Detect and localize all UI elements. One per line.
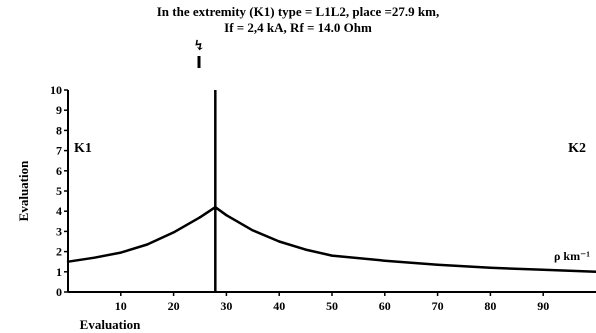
series-point <box>304 248 307 251</box>
series-point <box>146 243 149 246</box>
x-tick-label: 40 <box>273 299 285 313</box>
series-line <box>67 205 596 274</box>
series-layer <box>66 205 596 274</box>
chart-title-line-1: In the extremity (K1) type = L1L2, place… <box>156 4 440 19</box>
y-tick-label: 9 <box>56 103 62 117</box>
y-tick-label: 5 <box>56 184 62 198</box>
series-point <box>198 216 202 219</box>
y-tick-label: 7 <box>56 144 62 158</box>
y-tick-label: 1 <box>56 265 62 279</box>
series-point <box>172 231 175 234</box>
series-point <box>542 268 545 271</box>
x-axis-label: Evaluation <box>80 317 141 332</box>
y-tick-label: 6 <box>56 164 62 178</box>
x-tick-label: 80 <box>484 299 496 313</box>
y-axis-label: Evaluation <box>16 160 31 221</box>
x-tick-label: 90 <box>537 299 549 313</box>
series-point <box>383 259 386 262</box>
k1-label: K1 <box>74 141 92 156</box>
y-tick-label: 4 <box>56 204 62 218</box>
series-point <box>93 256 96 259</box>
series-point <box>436 263 439 266</box>
y-tick-label: 0 <box>56 285 62 299</box>
label-layer: 0 1 2 3 4 5 6 7 8 9 10 10 20 30 40 50 60 70 80 90 Evaluation… <box>16 83 590 332</box>
x-tick-label: 30 <box>220 299 232 313</box>
y-tick-label: 3 <box>56 224 62 238</box>
x-tick-label: 50 <box>326 299 338 313</box>
x-tick-label: 20 <box>168 299 180 313</box>
series-point <box>251 229 254 232</box>
chart-title: In the extremity (K1) type = L1L2, place… <box>0 4 596 36</box>
chart-title-line-2: If = 2,4 kA, Rf = 14.0 Ohm <box>224 20 372 35</box>
x-tick-label: 70 <box>432 299 444 313</box>
tick-marks <box>64 89 544 296</box>
axes <box>67 90 596 293</box>
series-point <box>330 254 334 257</box>
lightning-icon: ↯ <box>193 39 205 54</box>
series-point <box>278 240 281 243</box>
y-tick-label: 10 <box>50 83 62 97</box>
y-tick-label: 8 <box>56 123 62 137</box>
series-point <box>489 266 492 269</box>
fault-marker-layer: ↯ <box>193 39 217 292</box>
x-tick-label: 10 <box>115 299 127 313</box>
series-point <box>119 251 123 254</box>
series-unit-label: ρ km⁻¹ <box>554 249 590 263</box>
k2-label: K2 <box>568 141 586 156</box>
y-tick-label: 2 <box>56 245 62 259</box>
series-point <box>66 260 70 263</box>
series-point <box>225 214 228 217</box>
x-tick-label: 60 <box>379 299 391 313</box>
